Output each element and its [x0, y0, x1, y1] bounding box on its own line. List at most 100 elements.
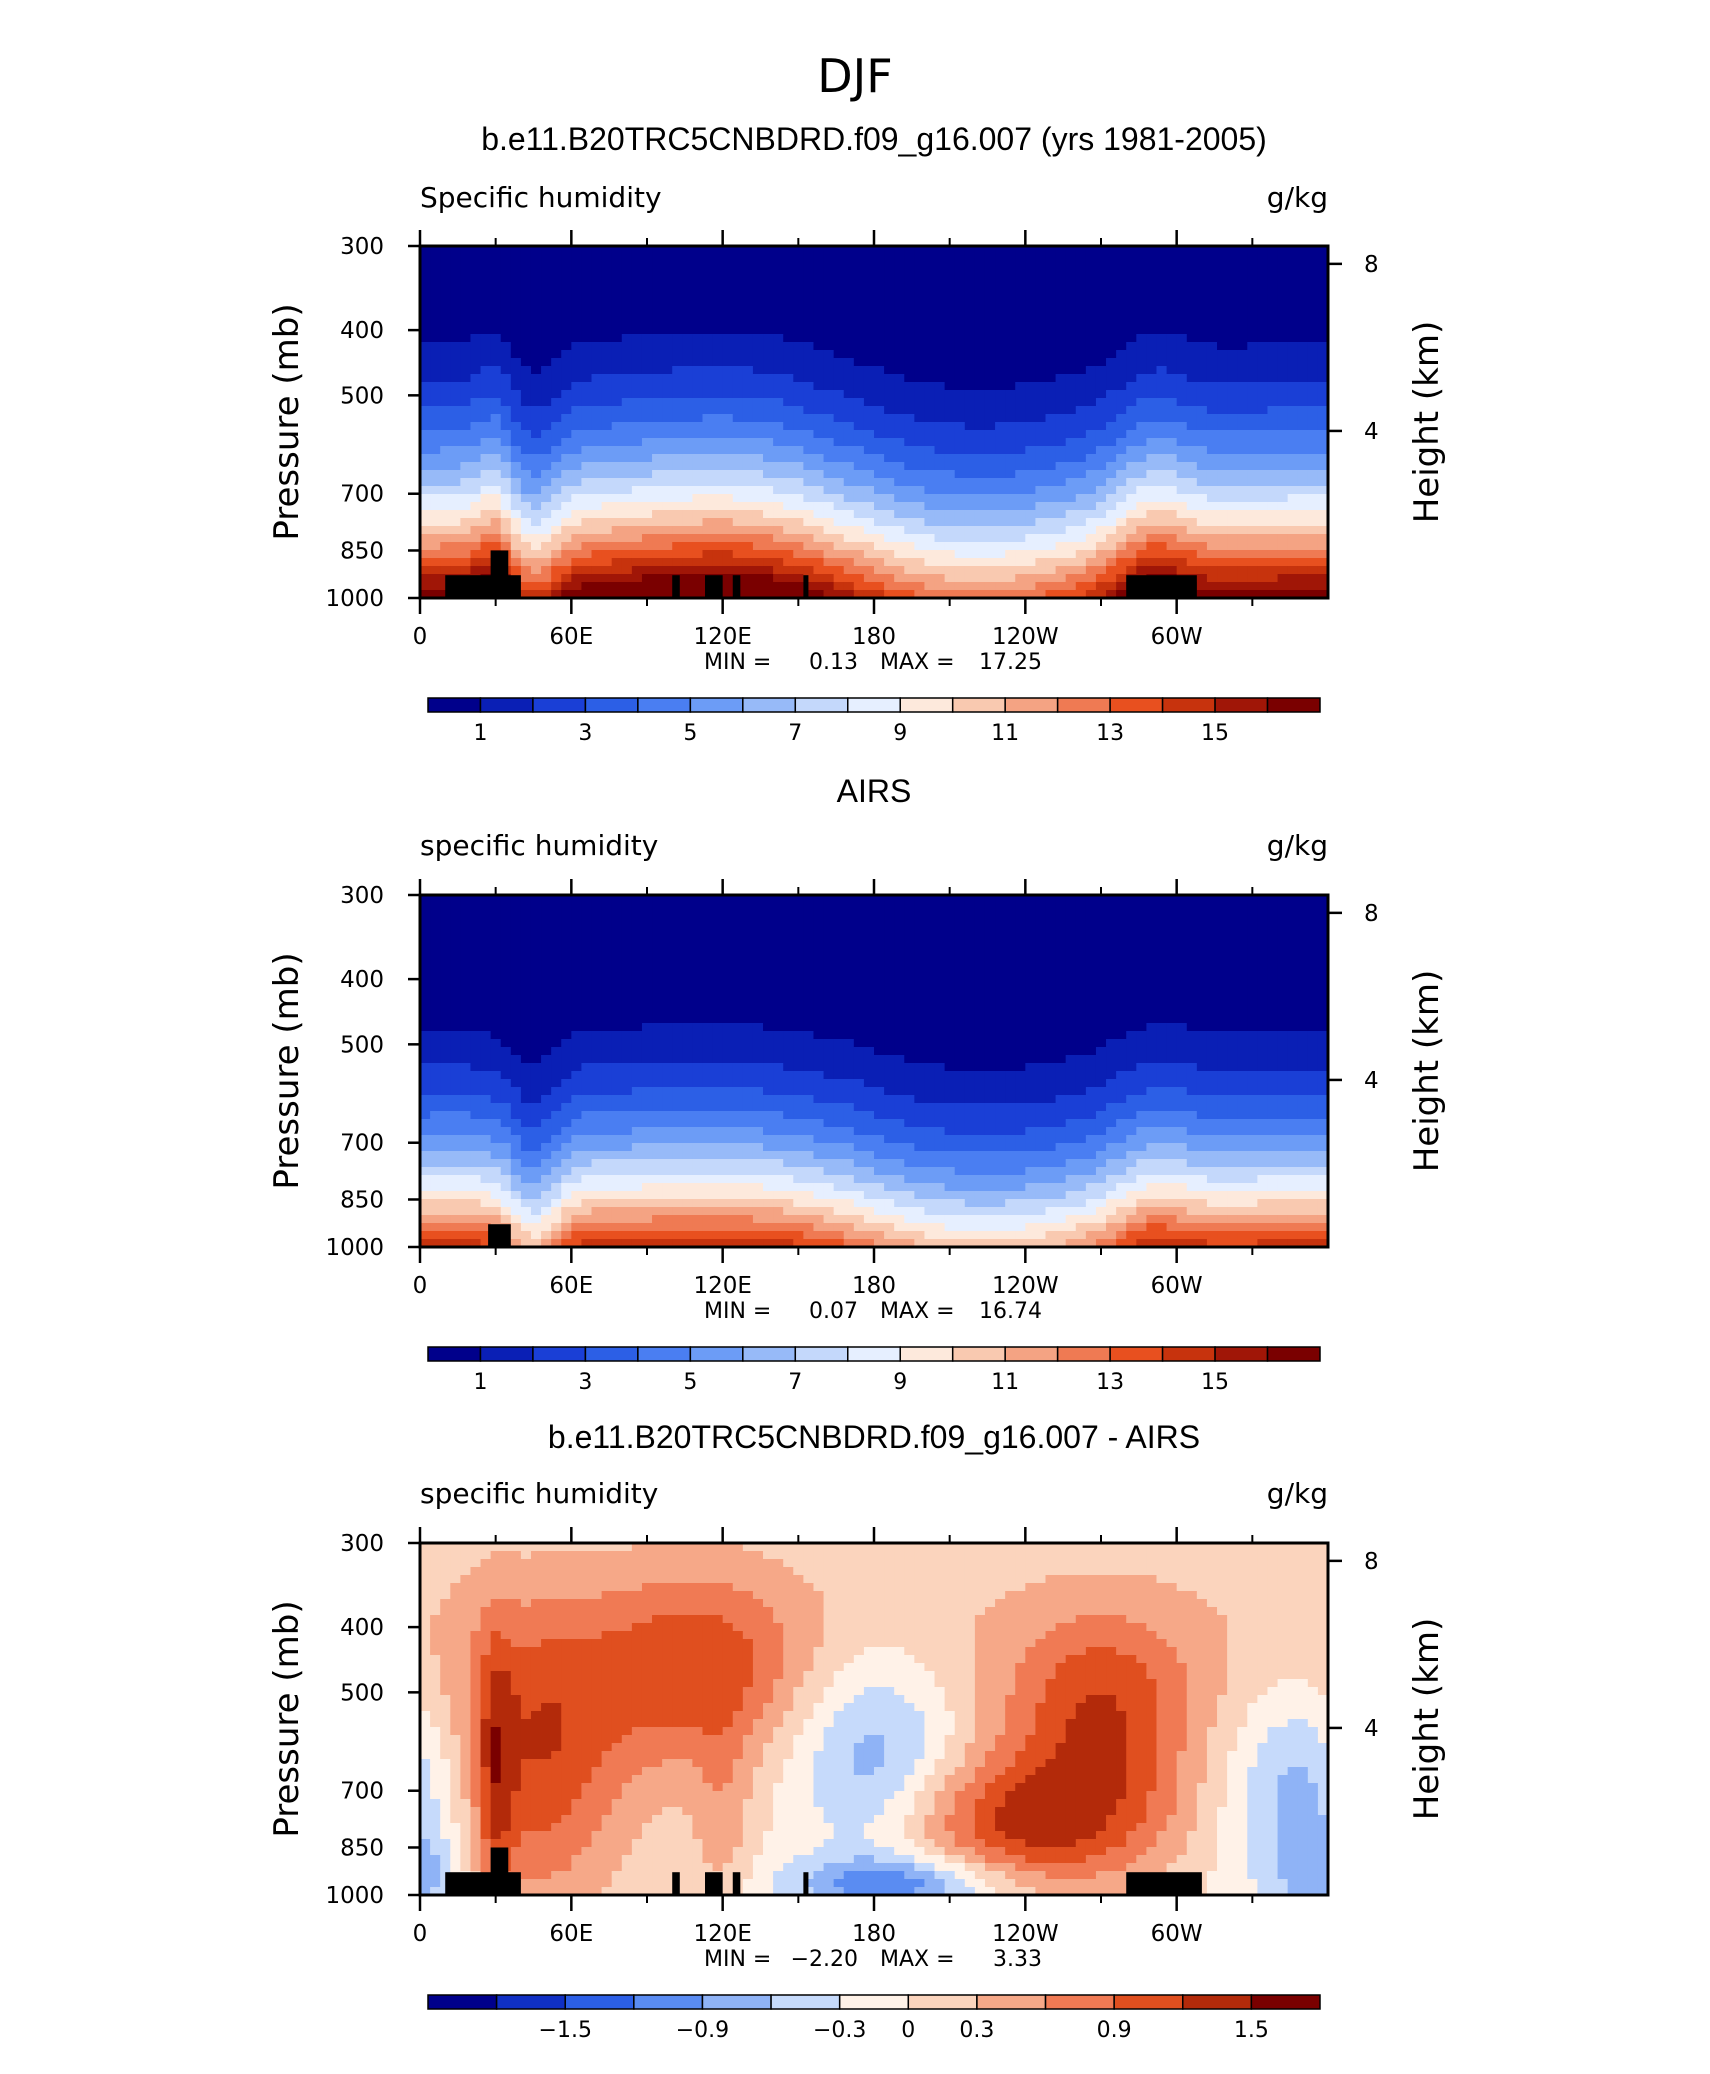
heatmap-cell: [1237, 262, 1248, 271]
heatmap-cell: [984, 550, 996, 559]
heatmap-cell: [420, 390, 431, 399]
heatmap-cell: [480, 326, 492, 335]
heatmap-cell: [904, 438, 915, 447]
heatmap-cell: [1227, 911, 1238, 920]
heatmap-cell: [833, 454, 845, 463]
heatmap-cell: [1055, 422, 1067, 431]
heatmap-cell: [551, 534, 562, 543]
heatmap-cell: [1015, 326, 1026, 335]
heatmap-cell: [652, 486, 663, 495]
heatmap-cell: [1277, 919, 1289, 928]
heatmap-cell: [1045, 502, 1057, 511]
heatmap-cell: [1317, 470, 1329, 479]
heatmap-cell: [692, 478, 704, 487]
heatmap-cell: [843, 943, 855, 952]
heatmap-cell: [793, 374, 804, 383]
heatmap-cell: [682, 510, 693, 519]
heatmap-cell: [420, 438, 431, 447]
heatmap-cell: [1106, 286, 1117, 295]
heatmap-cell: [1307, 927, 1319, 936]
heatmap-cell: [581, 518, 593, 527]
heatmap-cell: [1035, 374, 1047, 383]
heatmap-cell: [611, 254, 623, 263]
heatmap-cell: [662, 462, 673, 471]
heatmap-cell: [904, 895, 915, 904]
heatmap-cell: [420, 574, 431, 583]
heatmap-cell: [1106, 895, 1117, 904]
heatmap-cell: [1136, 358, 1147, 367]
heatmap-cell: [1267, 318, 1279, 327]
heatmap-cell: [813, 430, 825, 439]
heatmap-cell: [1277, 350, 1289, 359]
heatmap-cell: [944, 446, 956, 455]
heatmap-cell: [611, 350, 623, 359]
heatmap-cell: [1287, 270, 1299, 279]
heatmap-cell: [591, 278, 603, 287]
heatmap-cell: [480, 927, 492, 936]
heatmap-cell: [702, 302, 714, 311]
heatmap-cell: [581, 494, 593, 503]
heatmap-cell: [763, 406, 774, 415]
heatmap-cell: [1237, 895, 1248, 904]
heatmap-cell: [1005, 919, 1016, 928]
heatmap-cell: [440, 326, 451, 335]
heatmap-cell: [1217, 366, 1228, 375]
heatmap-cell: [541, 903, 552, 912]
heatmap-cell: [863, 438, 875, 447]
heatmap-cell: [1217, 414, 1228, 423]
heatmap-cell: [833, 959, 845, 968]
heatmap-cell: [1045, 558, 1057, 567]
heatmap-cell: [1267, 422, 1279, 431]
heatmap-cell: [672, 927, 683, 936]
heatmap-cell: [823, 390, 835, 399]
heatmap-cell: [1287, 390, 1299, 399]
heatmap-cell: [995, 318, 1006, 327]
heatmap-cell: [722, 318, 734, 327]
heatmap-cell: [1317, 967, 1329, 976]
heatmap-cell: [1277, 246, 1289, 255]
heatmap-cell: [652, 574, 663, 583]
heatmap-cell: [621, 414, 633, 423]
heatmap-cell: [561, 526, 572, 535]
heatmap-cell: [1035, 919, 1047, 928]
heatmap-cell: [1116, 294, 1127, 303]
heatmap-cell: [490, 446, 502, 455]
heatmap-cell: [662, 294, 673, 303]
heatmap-cell: [591, 975, 603, 984]
heatmap-cell: [853, 526, 865, 535]
y2-axis-label: Height (km): [1407, 321, 1447, 524]
heatmap-cell: [611, 478, 623, 487]
heatmap-cell: [783, 246, 794, 255]
heatmap-cell: [581, 262, 593, 271]
heatmap-cell: [1186, 895, 1198, 904]
heatmap-cell: [833, 967, 845, 976]
heatmap-cell: [914, 438, 926, 447]
heatmap-cell: [440, 374, 451, 383]
heatmap-cell: [561, 566, 572, 575]
heatmap-cell: [803, 582, 815, 591]
heatmap-cell: [984, 951, 996, 960]
heatmap-cell: [1307, 558, 1319, 567]
heatmap-cell: [652, 494, 663, 503]
heatmap-cell: [763, 414, 774, 423]
heatmap-cell: [974, 310, 986, 319]
heatmap-cell: [863, 422, 875, 431]
heatmap-cell: [520, 262, 532, 271]
heatmap-cell: [470, 534, 482, 543]
heatmap-cell: [793, 294, 804, 303]
heatmap-cell: [571, 534, 583, 543]
heatmap-cell: [752, 326, 764, 335]
heatmap-cell: [803, 286, 815, 295]
heatmap-cell: [420, 919, 431, 928]
heatmap-cell: [1247, 903, 1258, 912]
heatmap-cell: [480, 302, 492, 311]
heatmap-cell: [1126, 534, 1137, 543]
heatmap-cell: [591, 558, 603, 567]
heatmap-cell: [863, 903, 875, 912]
heatmap-cell: [914, 550, 926, 559]
heatmap-cell: [1156, 534, 1168, 543]
heatmap-cell: [995, 398, 1006, 407]
heatmap-cell: [641, 518, 653, 527]
heatmap-cell: [752, 374, 764, 383]
heatmap-cell: [702, 262, 714, 271]
